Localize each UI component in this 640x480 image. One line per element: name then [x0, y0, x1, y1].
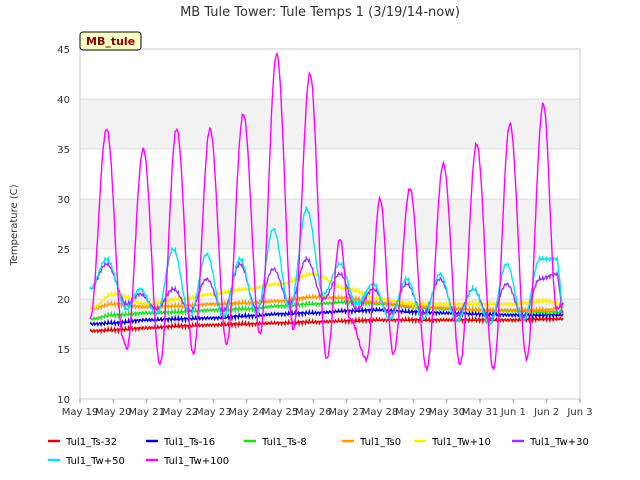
series-layer [89, 52, 564, 373]
x-tick-label: Jun 3 [566, 407, 592, 418]
x-tick-label: May 21 [128, 407, 165, 418]
legend-label: Tul1_Ts-8 [261, 437, 307, 448]
legend-label: Tul1_Tw+50 [65, 456, 125, 467]
x-tick-label: May 20 [95, 407, 132, 418]
x-tick-label: May 25 [262, 407, 299, 418]
badge-label: MB_tule [86, 35, 135, 48]
legend-label: Tul1_Tw+10 [431, 437, 491, 448]
y-tick-label: 45 [57, 45, 70, 56]
y-tick-label: 40 [57, 95, 70, 106]
series-line-tul1-tw-10 [89, 270, 564, 311]
x-tick-label: May 23 [195, 407, 232, 418]
x-tick-label: May 29 [395, 407, 432, 418]
background-band [80, 99, 580, 149]
legend-label: Tul1_Ts0 [359, 437, 401, 448]
x-tick-label: Jun 2 [533, 407, 559, 418]
x-tick-label: May 24 [228, 407, 265, 418]
y-axis-label: Temperature (C) [9, 184, 20, 266]
y-tick-label: 30 [57, 195, 70, 206]
series-line-tul1-tw-100 [89, 52, 564, 373]
y-tick-label: 15 [57, 345, 70, 356]
x-tick-label: May 31 [462, 407, 499, 418]
x-tick-label: May 22 [162, 407, 199, 418]
legend-label: Tul1_Ts-32 [65, 437, 117, 448]
legend: Tul1_Ts-32 Tul1_Ts-16 Tul1_Ts-8 Tul1_Ts0 Tul… [48, 437, 589, 467]
series-line-tul1-tw-30 [89, 255, 564, 323]
y-tick-label: 25 [57, 245, 70, 256]
legend-label: Tul1_Tw+100 [163, 456, 229, 467]
y-tick-label: 35 [57, 145, 70, 156]
mb-tule-badge: MB_tule [79, 31, 142, 51]
y-tick-label: 20 [57, 295, 70, 306]
legend-label: Tul1_Tw+30 [529, 437, 589, 448]
x-tick-label: May 27 [328, 407, 365, 418]
y-axis-ticks: 10 15 20 25 30 35 40 45 [57, 45, 70, 406]
x-tick-label: May 28 [362, 407, 399, 418]
series-line-tul1-tw-50 [89, 205, 564, 328]
x-tick-label: May 19 [62, 407, 99, 418]
x-tick-label: May 26 [295, 407, 332, 418]
legend-label: Tul1_Ts-16 [163, 437, 215, 448]
background-band [80, 199, 580, 249]
chart-title: MB Tule Tower: Tule Temps 1 (3/19/14-now… [180, 5, 460, 20]
x-tick-label: May 30 [428, 407, 465, 418]
y-tick-label: 10 [57, 395, 70, 406]
x-tick-label: Jun 1 [500, 407, 526, 418]
plot-frame [79, 48, 581, 400]
series-line-tul1-ts-32 [89, 314, 564, 335]
